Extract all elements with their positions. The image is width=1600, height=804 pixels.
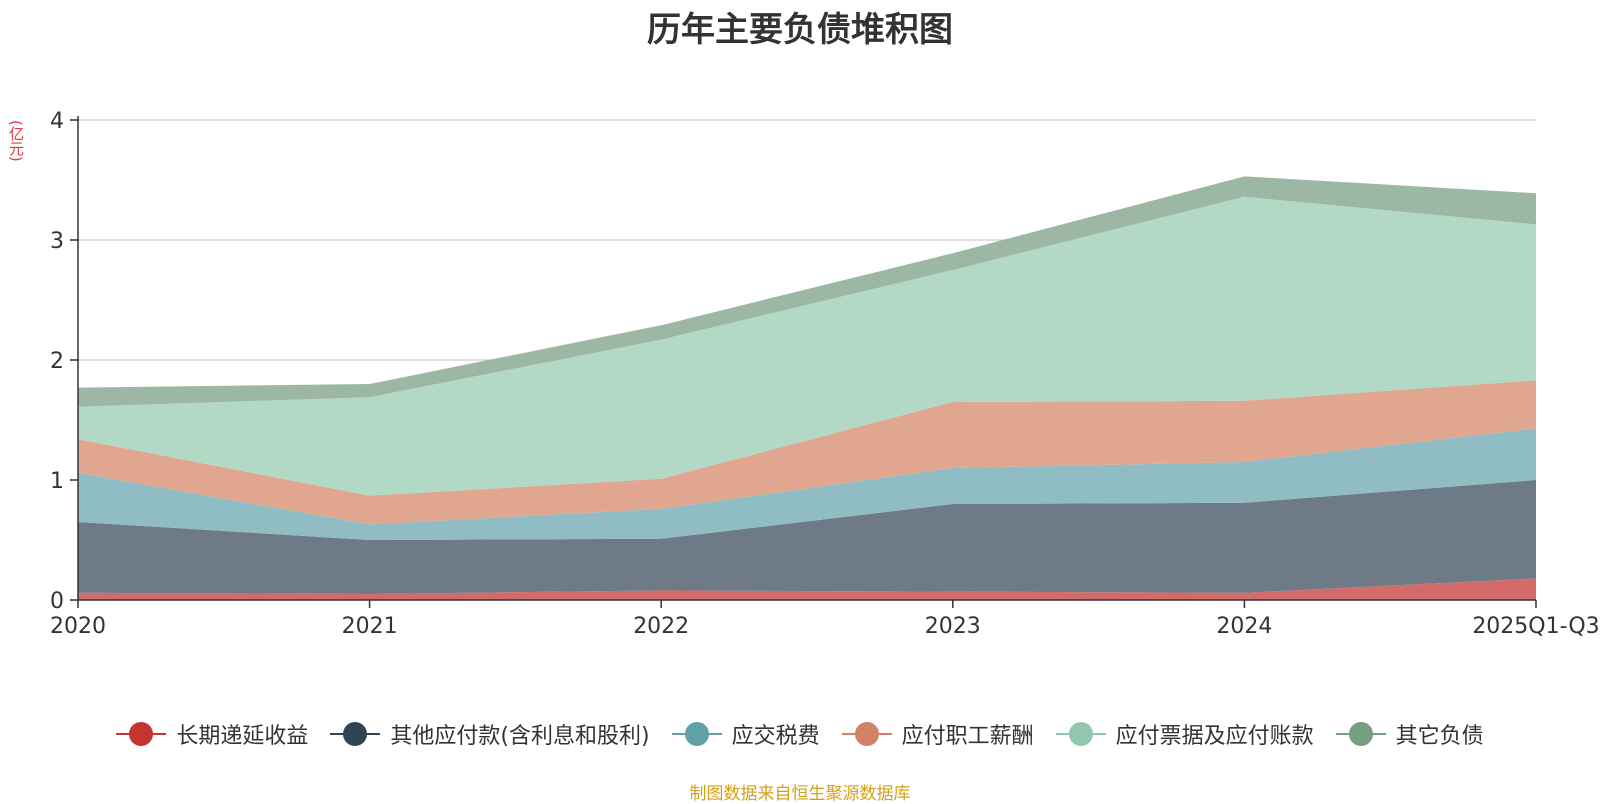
legend-label: 应付职工薪酬 (901, 724, 1034, 749)
source-note: 制图数据来自恒生聚源数据库 (689, 784, 911, 804)
y-tick-label: 2 (50, 349, 64, 374)
legend-item-1[interactable]: 长期递延收益 (116, 718, 308, 750)
legend-marker-icon (1335, 722, 1386, 746)
legend-marker-icon (330, 722, 381, 746)
legend-item-3[interactable]: 应交税费 (671, 718, 820, 750)
chart-plot: 0 1 2 3 4 2020 2021 2022 2023 2024 2025Q1-Q3 (50, 109, 1600, 639)
x-tick-label: 2022 (633, 614, 689, 639)
x-tick-label: 2024 (1216, 614, 1272, 639)
area-series-1 (78, 578, 1536, 600)
y-tick-label: 1 (50, 469, 64, 494)
y-tick-label: 4 (50, 109, 64, 134)
legend-marker-icon (1055, 722, 1106, 746)
legend-item-4[interactable]: 应付职工薪酬 (841, 718, 1034, 750)
area-series-4 (78, 380, 1536, 525)
x-tick-label: 2020 (50, 614, 106, 639)
legend-marker-icon (841, 722, 892, 746)
legend-label: 应付票据及应付账款 (1115, 724, 1314, 749)
legend-label: 其它负债 (1395, 724, 1484, 749)
area-series-3 (78, 428, 1536, 540)
area-series-5 (78, 196, 1536, 496)
legend-marker-icon (116, 722, 167, 746)
area-series-2 (78, 480, 1536, 594)
chart-title: 历年主要负债堆积图 (647, 10, 953, 50)
y-axis-unit-label: (亿元) (7, 120, 25, 162)
legend-item-2[interactable]: 其他应付款(含利息和股利) (330, 718, 650, 750)
x-tick-label: 2023 (925, 614, 981, 639)
legend-marker-icon (671, 722, 722, 746)
y-tick-label: 0 (50, 589, 64, 614)
legend-label: 长期递延收益 (176, 724, 309, 749)
x-tick-label: 2021 (342, 614, 398, 639)
y-tick-label: 3 (50, 229, 64, 254)
legend-label: 其他应付款(含利息和股利) (390, 724, 650, 749)
area-series-6 (78, 176, 1536, 407)
x-tick-label: 2025Q1-Q3 (1472, 614, 1599, 639)
legend-item-5[interactable]: 应付票据及应付账款 (1055, 718, 1314, 750)
legend-label: 应交税费 (731, 724, 820, 749)
legend-item-6[interactable]: 其它负债 (1335, 718, 1484, 750)
chart-legend: 长期递延收益 其他应付款(含利息和股利) 应交税费 应付职工薪酬 应付票据及应付账款 其它… (0, 718, 1600, 750)
